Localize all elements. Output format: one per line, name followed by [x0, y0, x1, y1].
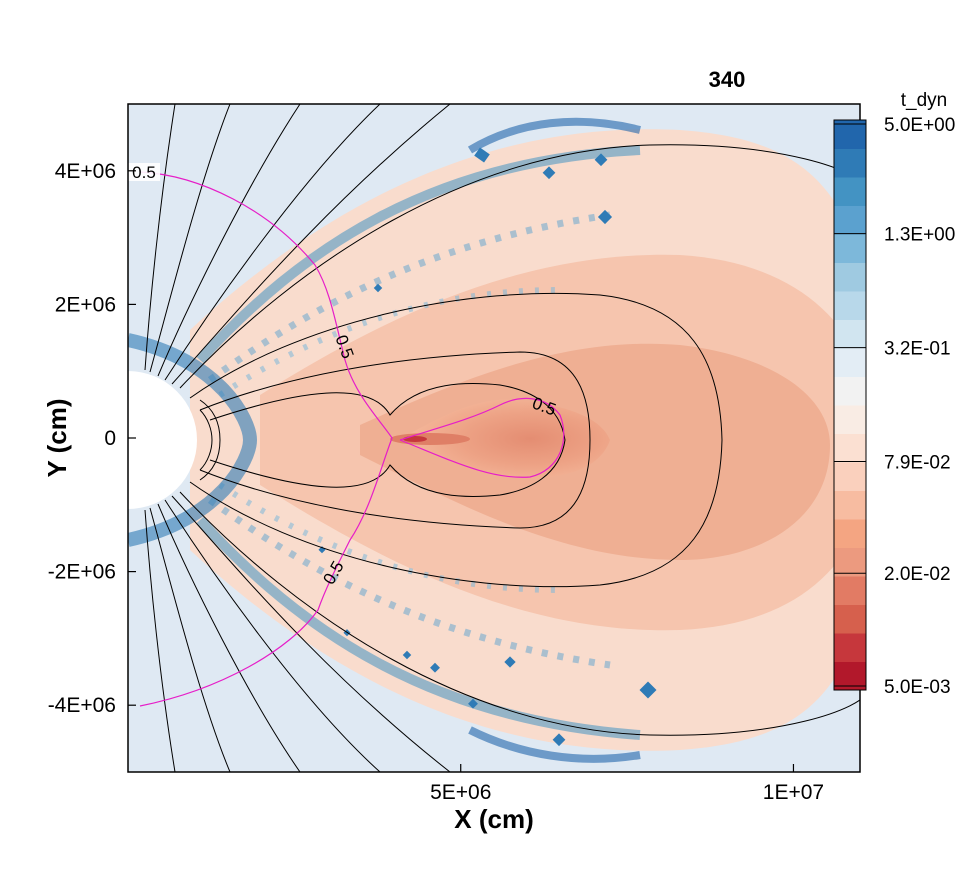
near-star-blue-ring [128, 333, 258, 547]
colorbar-swatch [834, 376, 866, 406]
colorbar-title: t_dyn [901, 90, 947, 111]
dark-red-spot [403, 436, 427, 442]
colorbar-swatch [834, 348, 866, 377]
colorbar-swatch [834, 177, 866, 206]
colorbar-label: 3.2E-01 [884, 339, 951, 360]
frame-number: 340 [709, 67, 746, 92]
core-hot-spot [390, 433, 470, 445]
colorbar-swatch [834, 547, 866, 577]
colorbar-label: 1.3E+00 [884, 225, 955, 246]
x-tick-label: 5E+06 [430, 781, 491, 804]
x-axis-title: X (cm) [454, 804, 533, 834]
colorbar-swatch [834, 433, 866, 463]
plot-area [128, 104, 860, 772]
upper-streamer-band-2 [207, 211, 611, 383]
x-axis-ticks: 5E+06 1E+07 [430, 764, 824, 804]
colorbar-swatch [834, 633, 866, 662]
colorbar-swatch [834, 405, 866, 434]
x-tick-label: 1E+07 [763, 781, 824, 804]
upper-streamer-band [196, 145, 641, 364]
colorbar-swatch [834, 234, 866, 263]
colorbar-swatch [834, 148, 866, 178]
colorbar-swatch [834, 205, 866, 235]
magenta-contours [139, 171, 565, 707]
star-occulter [128, 371, 197, 509]
y-tick-label: 0 [104, 427, 116, 450]
y-tick-label: 2E+06 [55, 293, 116, 316]
colorbar-swatch [834, 519, 866, 548]
colorbar-label: 2.0E-02 [884, 564, 951, 585]
y-tick-label: -4E+06 [48, 694, 116, 717]
colorbar-label: 7.9E-02 [884, 452, 951, 473]
far-blue-band-bottom [468, 726, 641, 763]
colorbar-swatch [834, 604, 866, 634]
field-lines-closed [179, 144, 860, 736]
lower-streamer-band [196, 516, 641, 740]
colorbar-swatch [834, 262, 866, 292]
colorbar-swatch [834, 291, 866, 320]
upper-streamer-band-3 [218, 287, 561, 398]
contour-label: 0.5 [132, 163, 156, 182]
lower-streamer-band-3 [218, 482, 561, 593]
y-axis-ticks: 4E+06 2E+06 0 -2E+06 -4E+06 [48, 160, 136, 717]
y-tick-label: -2E+06 [48, 561, 116, 584]
colorbar-frame [833, 119, 867, 691]
colorbar-label: 5.0E-03 [884, 677, 951, 698]
colorbar-swatch [834, 576, 866, 605]
colorbar [833, 119, 867, 691]
far-blue-band-top [467, 117, 641, 154]
colorbar-labels: 5.0E+00 1.3E+00 3.2E-01 7.9E-02 2.0E-02 5.0E-… [834, 115, 955, 698]
y-axis-title: Y (cm) [42, 399, 72, 478]
colorbar-swatch [834, 319, 866, 349]
colorbar-swatch [834, 462, 866, 491]
colorbar-swatch [834, 120, 866, 149]
colorbar-swatch [834, 490, 866, 520]
contour-label-box [128, 163, 160, 181]
y-tick-label: 4E+06 [55, 160, 116, 183]
field-lines-open [144, 104, 451, 772]
colorbar-label: 5.0E+00 [884, 115, 955, 136]
lower-streamer-band-2 [207, 497, 611, 669]
